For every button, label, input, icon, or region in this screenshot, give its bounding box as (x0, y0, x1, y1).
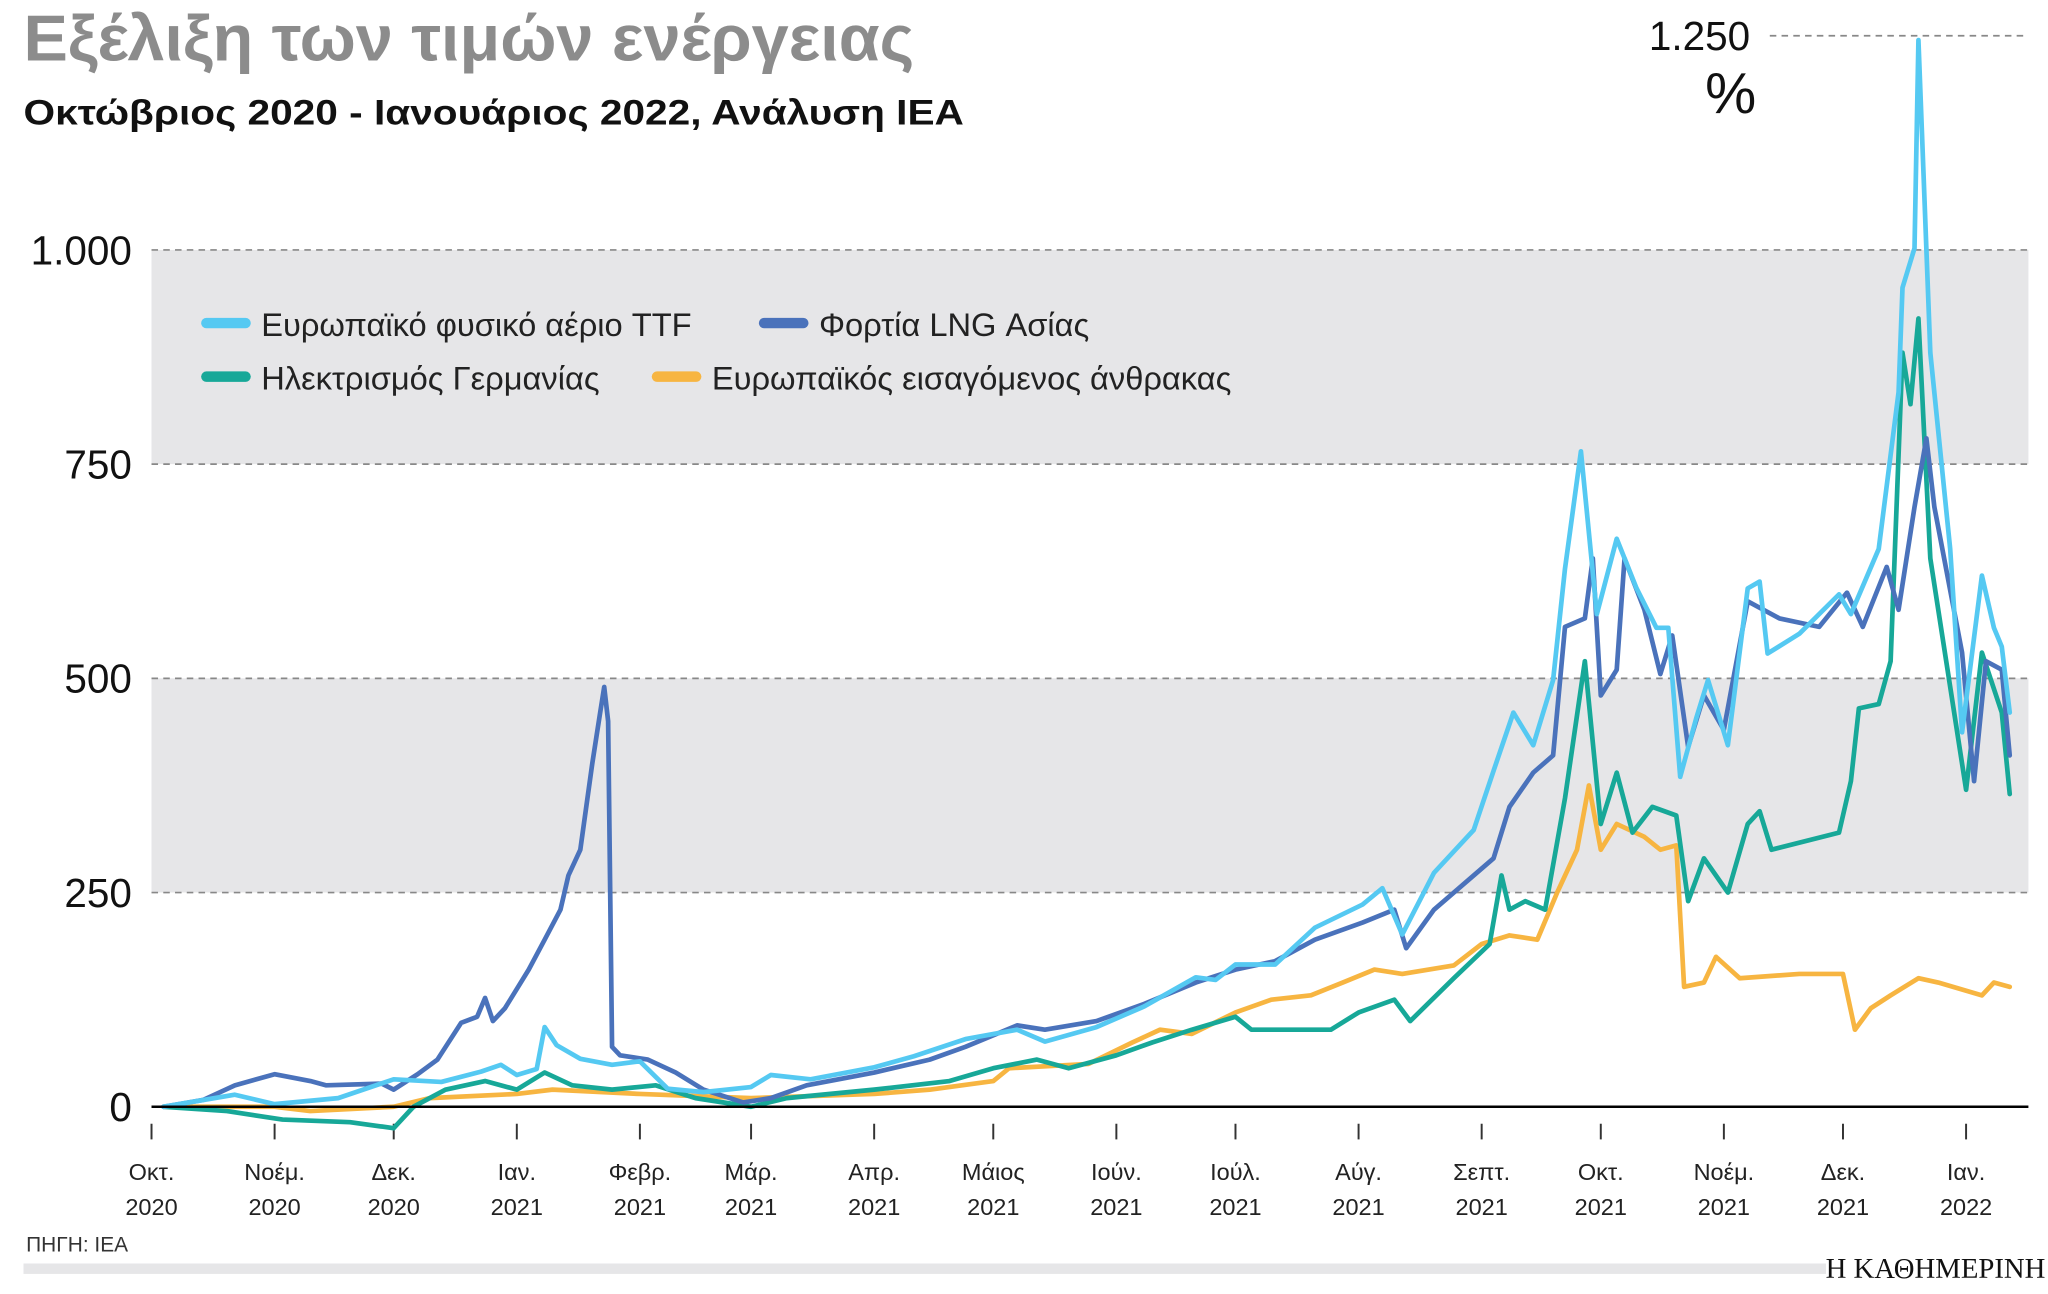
x-tick-month: Νοέμ. (1694, 1159, 1755, 1185)
x-tick-month: Μάιος (962, 1159, 1025, 1185)
legend-label: Ηλεκτρισμός Γερμανίας (261, 360, 599, 397)
gray-band (151, 249, 2029, 465)
legend: Ευρωπαϊκό φυσικό αέριο TTF Φορτία LNG Ασί… (201, 306, 1231, 397)
x-tick-month: Μάρ. (725, 1159, 778, 1185)
y-tick-label: 750 (64, 442, 132, 488)
y-tick-labels: 0 250 500 750 1.000 1.250 (31, 13, 1751, 1130)
x-tick-year: 2021 (967, 1194, 1019, 1220)
x-tick-year: 2021 (1209, 1194, 1261, 1220)
x-tick-year: 2021 (1575, 1194, 1627, 1220)
x-tick-month: Οκτ. (129, 1159, 175, 1185)
series-line-2 (161, 436, 2013, 1110)
gridlines (151, 34, 2029, 894)
y-tick-label: 1.250 (1649, 13, 1750, 59)
x-tick-month: Ιούλ. (1210, 1159, 1261, 1185)
x-tick-month: Ιαν. (498, 1159, 536, 1185)
series-line-4 (161, 783, 2013, 1114)
brand-logo: Η ΚΑΘΗΜΕΡΙΝΗ (1826, 1253, 2046, 1285)
gray-band (151, 678, 2029, 893)
chart-subtitle: Οκτώβριος 2020 - Ιανουάριος 2022, Ανάλυσ… (24, 94, 964, 133)
x-tick-month: Δεκ. (371, 1159, 415, 1185)
x-tick-year: 2021 (1817, 1194, 1869, 1220)
footer-bar (23, 1263, 1826, 1274)
x-tick-month: Φεβρ. (609, 1159, 672, 1185)
x-tick-year: 2020 (125, 1194, 177, 1220)
legend-label: Ευρωπαϊκό φυσικό αέριο TTF (261, 306, 691, 343)
legend-label: Ευρωπαϊκός εισαγόμενος άνθρακας (712, 360, 1231, 397)
y-tick-label: 0 (109, 1084, 132, 1130)
chart-title: Εξέλιξη των τιμών ενέργειας (24, 2, 915, 75)
x-tick-month: Δεκ. (1821, 1159, 1865, 1185)
x-tick-month: Αύγ. (1335, 1159, 1382, 1185)
x-tick-year: 2022 (1940, 1194, 1992, 1220)
x-tick-year: 2020 (368, 1194, 420, 1220)
y-tick-label: 1.000 (31, 227, 132, 273)
x-tick-year: 2021 (614, 1194, 666, 1220)
x-tick-month: Οκτ. (1578, 1159, 1624, 1185)
series-line-1 (161, 37, 2013, 1110)
x-tick-year: 2021 (491, 1194, 543, 1220)
series-line-3 (161, 316, 2013, 1131)
x-tick-month: Απρ. (848, 1159, 900, 1185)
x-tick-year: 2021 (1332, 1194, 1384, 1220)
source-note: ΠΗΓΗ: IEA (26, 1234, 128, 1257)
x-tick-month: Ιούν. (1091, 1159, 1142, 1185)
x-tick-labels: Οκτ. 2020 Νοέμ. 2020 Δεκ. 2020 Ιαν. 2021 Φεβρ. 20… (125, 1123, 1992, 1220)
x-tick-year: 2021 (1456, 1194, 1508, 1220)
x-tick-month: Ιαν. (1947, 1159, 1985, 1185)
x-tick-year: 2021 (725, 1194, 777, 1220)
legend-label: Φορτία LNG Ασίας (819, 306, 1089, 343)
x-tick-year: 2021 (1090, 1194, 1142, 1220)
x-tick-year: 2020 (248, 1194, 300, 1220)
x-tick-month: Νοέμ. (244, 1159, 305, 1185)
y-axis-unit: % (1705, 62, 1756, 126)
background-bands (151, 249, 2029, 893)
x-tick-month: Σεπτ. (1453, 1159, 1510, 1185)
series-lines (161, 37, 2013, 1131)
y-tick-label: 500 (64, 656, 132, 702)
y-tick-label: 250 (64, 870, 132, 916)
x-tick-year: 2021 (1698, 1194, 1750, 1220)
x-tick-year: 2021 (848, 1194, 900, 1220)
